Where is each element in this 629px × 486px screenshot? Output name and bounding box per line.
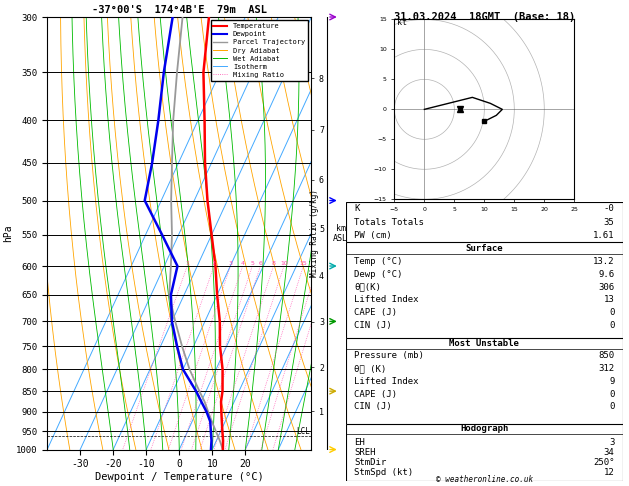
Text: © weatheronline.co.uk: © weatheronline.co.uk bbox=[436, 474, 533, 484]
Text: Lifted Index: Lifted Index bbox=[354, 295, 419, 304]
Text: Mixing Ratio (g/kg): Mixing Ratio (g/kg) bbox=[310, 190, 319, 277]
Text: 1.61: 1.61 bbox=[593, 231, 615, 240]
Text: 312: 312 bbox=[598, 364, 615, 373]
Text: 9.6: 9.6 bbox=[598, 270, 615, 279]
Text: PW (cm): PW (cm) bbox=[354, 231, 392, 240]
Text: Hodograph: Hodograph bbox=[460, 424, 508, 434]
Title: -37°00'S  174°4B'E  79m  ASL: -37°00'S 174°4B'E 79m ASL bbox=[92, 5, 267, 15]
Text: LCL: LCL bbox=[296, 427, 310, 436]
Text: θᴇ (K): θᴇ (K) bbox=[354, 364, 386, 373]
Y-axis label: km
ASL: km ASL bbox=[333, 224, 348, 243]
Text: -0: -0 bbox=[604, 204, 615, 213]
Text: 0: 0 bbox=[609, 402, 615, 411]
Text: StmSpd (kt): StmSpd (kt) bbox=[354, 468, 413, 477]
Y-axis label: hPa: hPa bbox=[3, 225, 13, 242]
Text: 0: 0 bbox=[609, 321, 615, 330]
Text: Most Unstable: Most Unstable bbox=[449, 339, 520, 348]
Text: Pressure (mb): Pressure (mb) bbox=[354, 351, 424, 360]
Text: 0: 0 bbox=[609, 308, 615, 317]
Text: SREH: SREH bbox=[354, 448, 376, 457]
Text: 34: 34 bbox=[604, 448, 615, 457]
Text: 13.2: 13.2 bbox=[593, 257, 615, 266]
Text: 1: 1 bbox=[186, 261, 189, 266]
Text: 12: 12 bbox=[604, 468, 615, 477]
Text: 0: 0 bbox=[609, 390, 615, 399]
Text: 5: 5 bbox=[250, 261, 254, 266]
Text: CAPE (J): CAPE (J) bbox=[354, 308, 398, 317]
Text: θᴇ(K): θᴇ(K) bbox=[354, 283, 381, 292]
Text: Temp (°C): Temp (°C) bbox=[354, 257, 403, 266]
Text: K: K bbox=[354, 204, 360, 213]
Text: 306: 306 bbox=[598, 283, 615, 292]
Text: Totals Totals: Totals Totals bbox=[354, 218, 424, 226]
Text: Dewp (°C): Dewp (°C) bbox=[354, 270, 403, 279]
Text: 13: 13 bbox=[604, 295, 615, 304]
Legend: Temperature, Dewpoint, Parcel Trajectory, Dry Adiabat, Wet Adiabat, Isotherm, Mi: Temperature, Dewpoint, Parcel Trajectory… bbox=[211, 20, 308, 81]
Text: 250°: 250° bbox=[593, 458, 615, 467]
Text: EH: EH bbox=[354, 438, 365, 447]
Text: CAPE (J): CAPE (J) bbox=[354, 390, 398, 399]
Text: CIN (J): CIN (J) bbox=[354, 321, 392, 330]
Text: kt: kt bbox=[398, 18, 408, 27]
Text: CIN (J): CIN (J) bbox=[354, 402, 392, 411]
Text: 6: 6 bbox=[259, 261, 262, 266]
Text: 2: 2 bbox=[212, 261, 216, 266]
Text: 850: 850 bbox=[598, 351, 615, 360]
X-axis label: Dewpoint / Temperature (°C): Dewpoint / Temperature (°C) bbox=[95, 472, 264, 482]
Text: Lifted Index: Lifted Index bbox=[354, 377, 419, 386]
Text: StmDir: StmDir bbox=[354, 458, 386, 467]
Text: 9: 9 bbox=[609, 377, 615, 386]
Text: 31.03.2024  18GMT  (Base: 18): 31.03.2024 18GMT (Base: 18) bbox=[394, 12, 575, 22]
Text: 3: 3 bbox=[228, 261, 233, 266]
Text: 8: 8 bbox=[272, 261, 276, 266]
Text: 35: 35 bbox=[604, 218, 615, 226]
Text: Surface: Surface bbox=[465, 244, 503, 253]
Text: 15: 15 bbox=[299, 261, 307, 266]
Text: 10: 10 bbox=[280, 261, 287, 266]
Text: 3: 3 bbox=[609, 438, 615, 447]
Text: 4: 4 bbox=[241, 261, 245, 266]
